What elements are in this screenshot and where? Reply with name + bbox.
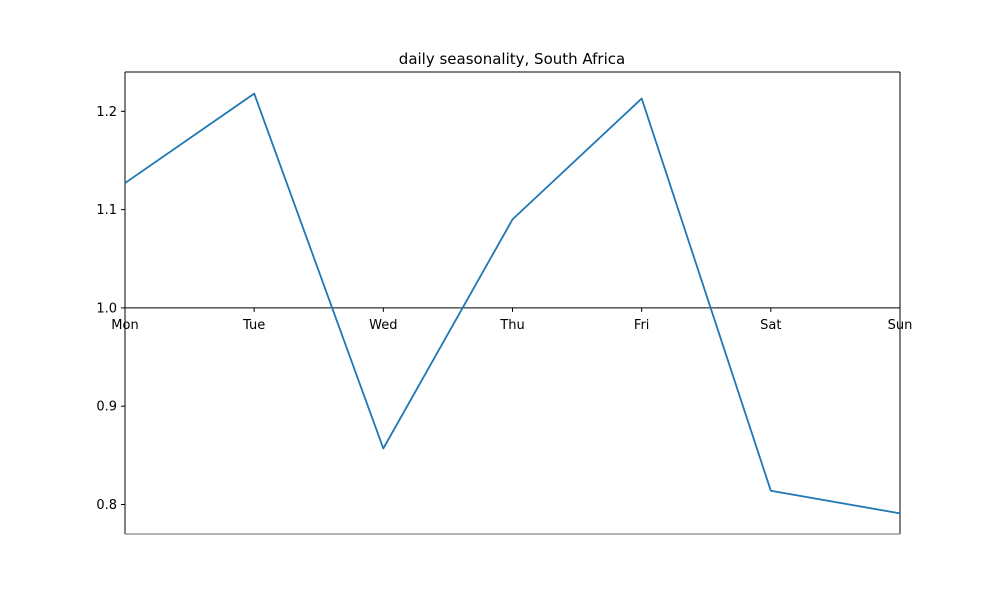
x-tick-label-5: Sat: [760, 318, 781, 333]
y-tick-label-4: 1.2: [96, 105, 117, 120]
plot-area: 0.8 0.9 1.0 1.1 1.2 Mon Tue Wed Thu Fri Sat Sun: [96, 71, 913, 535]
x-tick-label-0: Mon: [111, 318, 138, 333]
y-tick-label-2: 1.0: [96, 301, 117, 316]
y-tick-label-0: 0.8: [96, 498, 117, 513]
x-tick-label-3: Thu: [499, 318, 524, 333]
y-tick-label-1: 0.9: [96, 400, 117, 415]
chart-title: daily seasonality, South Africa: [399, 50, 625, 68]
y-tick-label-3: 1.1: [96, 203, 117, 218]
x-tick-label-4: Fri: [634, 318, 650, 333]
x-tick-label-1: Tue: [242, 318, 265, 333]
x-tick-label-2: Wed: [369, 318, 397, 333]
x-tick-label-6: Sun: [888, 318, 913, 333]
